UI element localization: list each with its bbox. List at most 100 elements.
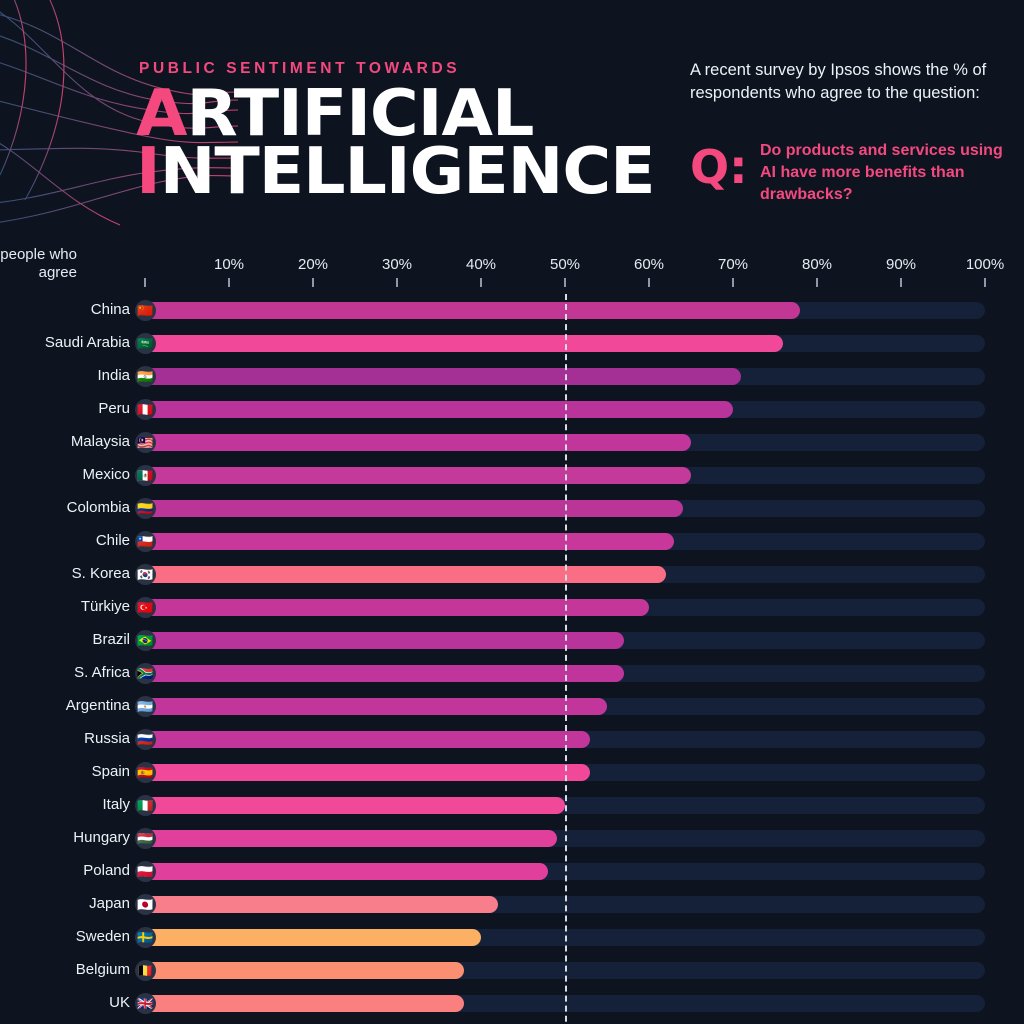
country-label: S. Africa (74, 664, 130, 681)
x-tick-mark (480, 278, 482, 287)
value-bar[interactable] (145, 665, 624, 682)
value-bar[interactable] (145, 599, 649, 616)
value-bar[interactable] (145, 698, 607, 715)
country-flag-icon: 🇮🇹 (135, 795, 156, 816)
bar-row[interactable]: Poland 🇵🇱 (0, 855, 1024, 888)
bar-row[interactable]: Colombia 🇨🇴 (0, 492, 1024, 525)
bar-row[interactable]: Japan 🇯🇵 (0, 888, 1024, 921)
value-bar[interactable] (145, 500, 683, 517)
country-flag-icon: 🇵🇪 (135, 399, 156, 420)
value-bar[interactable] (145, 632, 624, 649)
x-tick-mark (228, 278, 230, 287)
bar-row[interactable]: Brazil 🇧🇷 (0, 624, 1024, 657)
bar-chart: % of people who agree 10% 20% 30% 40% 50% 60%… (0, 232, 1024, 1024)
value-bar[interactable] (145, 830, 557, 847)
country-label: Hungary (73, 829, 130, 846)
x-tick-label: 60% (633, 256, 665, 273)
bar-row[interactable]: Malaysia 🇲🇾 (0, 426, 1024, 459)
value-bar[interactable] (145, 401, 733, 418)
value-bar[interactable] (145, 368, 742, 385)
page-title-line1: ARTIFICIAL (136, 82, 534, 146)
country-label: Colombia (66, 499, 130, 516)
country-label: Saudi Arabia (44, 334, 130, 351)
bar-row[interactable]: Chile 🇨🇱 (0, 525, 1024, 558)
x-tick-mark-zero (144, 278, 146, 287)
value-bar[interactable] (145, 335, 784, 352)
country-flag-icon: 🇨🇳 (135, 300, 156, 321)
x-tick-mark (900, 278, 902, 287)
title-highlight-a: A (136, 77, 188, 151)
country-flag-icon: 🇧🇷 (135, 630, 156, 651)
bar-row[interactable]: Russia 🇷🇺 (0, 723, 1024, 756)
country-flag-icon: 🇬🇧 (135, 993, 156, 1014)
bar-row[interactable]: India 🇮🇳 (0, 360, 1024, 393)
country-label: Spain (91, 763, 130, 780)
value-bar[interactable] (145, 962, 465, 979)
value-bar[interactable] (145, 863, 549, 880)
value-bar[interactable] (145, 467, 691, 484)
bar-row[interactable]: Australia🇦🇺 (0, 1020, 1024, 1024)
country-flag-icon: 🇦🇷 (135, 696, 156, 717)
value-bar[interactable] (145, 566, 666, 583)
title-rest-1: RTIFICIAL (186, 77, 534, 151)
x-tick-label: 10% (213, 256, 245, 273)
value-bar[interactable] (145, 995, 465, 1012)
country-label: Mexico (82, 466, 130, 483)
value-bar[interactable] (145, 929, 481, 946)
survey-blurb: A recent survey by Ipsos shows the % of … (690, 61, 987, 102)
x-tick-label: 100% (965, 256, 1005, 273)
country-label: UK (109, 994, 130, 1011)
country-label: Russia (84, 730, 130, 747)
country-flag-icon: 🇭🇺 (135, 828, 156, 849)
country-flag-icon: 🇪🇸 (135, 762, 156, 783)
bar-row[interactable]: Argentina 🇦🇷 (0, 690, 1024, 723)
value-bar[interactable] (145, 731, 591, 748)
axis-caption: % of people who agree (0, 246, 77, 281)
bar-row[interactable]: Türkiye 🇹🇷 (0, 591, 1024, 624)
bar-row[interactable]: UK 🇬🇧 (0, 987, 1024, 1020)
country-flag-icon: 🇸🇪 (135, 927, 156, 948)
bar-row[interactable]: Spain 🇪🇸 (0, 756, 1024, 789)
value-bar[interactable] (145, 533, 675, 550)
country-label: S. Korea (71, 565, 130, 582)
x-tick-mark (984, 278, 986, 287)
country-label: India (97, 367, 130, 384)
eyebrow-text: PUBLIC SENTIMENT TOWARDS (139, 60, 461, 77)
median-reference-line (565, 294, 567, 1024)
value-bar[interactable] (145, 896, 498, 913)
bar-row[interactable]: Hungary 🇭🇺 (0, 822, 1024, 855)
x-tick-label: 40% (465, 256, 497, 273)
value-bar[interactable] (145, 797, 565, 814)
bar-row[interactable]: Saudi Arabia 🇸🇦 (0, 327, 1024, 360)
bar-row[interactable]: Italy 🇮🇹 (0, 789, 1024, 822)
page-title-line2: INTELLIGENCE (136, 140, 656, 204)
bar-row[interactable]: Sweden 🇸🇪 (0, 921, 1024, 954)
x-tick-label: 80% (801, 256, 833, 273)
country-label: Malaysia (70, 433, 130, 450)
x-tick-label: 50% (549, 256, 581, 273)
bar-row[interactable]: S. Africa 🇿🇦 (0, 657, 1024, 690)
bar-row[interactable]: Peru 🇵🇪 (0, 393, 1024, 426)
x-tick-mark (564, 278, 566, 287)
country-label: Chile (95, 532, 130, 549)
country-flag-icon: 🇵🇱 (135, 861, 156, 882)
survey-question: Do products and services using AI have m… (760, 142, 1003, 203)
bar-row[interactable]: Mexico 🇲🇽 (0, 459, 1024, 492)
country-label: Poland (83, 862, 130, 879)
country-flag-icon: 🇮🇳 (135, 366, 156, 387)
country-label: Belgium (75, 961, 130, 978)
country-flag-icon: 🇷🇺 (135, 729, 156, 750)
country-flag-icon: 🇸🇦 (135, 333, 156, 354)
bar-row[interactable]: Belgium 🇧🇪 (0, 954, 1024, 987)
x-tick-mark (732, 278, 734, 287)
x-tick-mark (396, 278, 398, 287)
x-tick-mark (816, 278, 818, 287)
bar-row[interactable]: S. Korea 🇰🇷 (0, 558, 1024, 591)
x-tick-label: 90% (885, 256, 917, 273)
bar-row[interactable]: China 🇨🇳 (0, 294, 1024, 327)
country-flag-icon: 🇨🇴 (135, 498, 156, 519)
value-bar[interactable] (145, 434, 691, 451)
value-bar[interactable] (145, 302, 801, 319)
x-tick-label: 30% (381, 256, 413, 273)
value-bar[interactable] (145, 764, 591, 781)
